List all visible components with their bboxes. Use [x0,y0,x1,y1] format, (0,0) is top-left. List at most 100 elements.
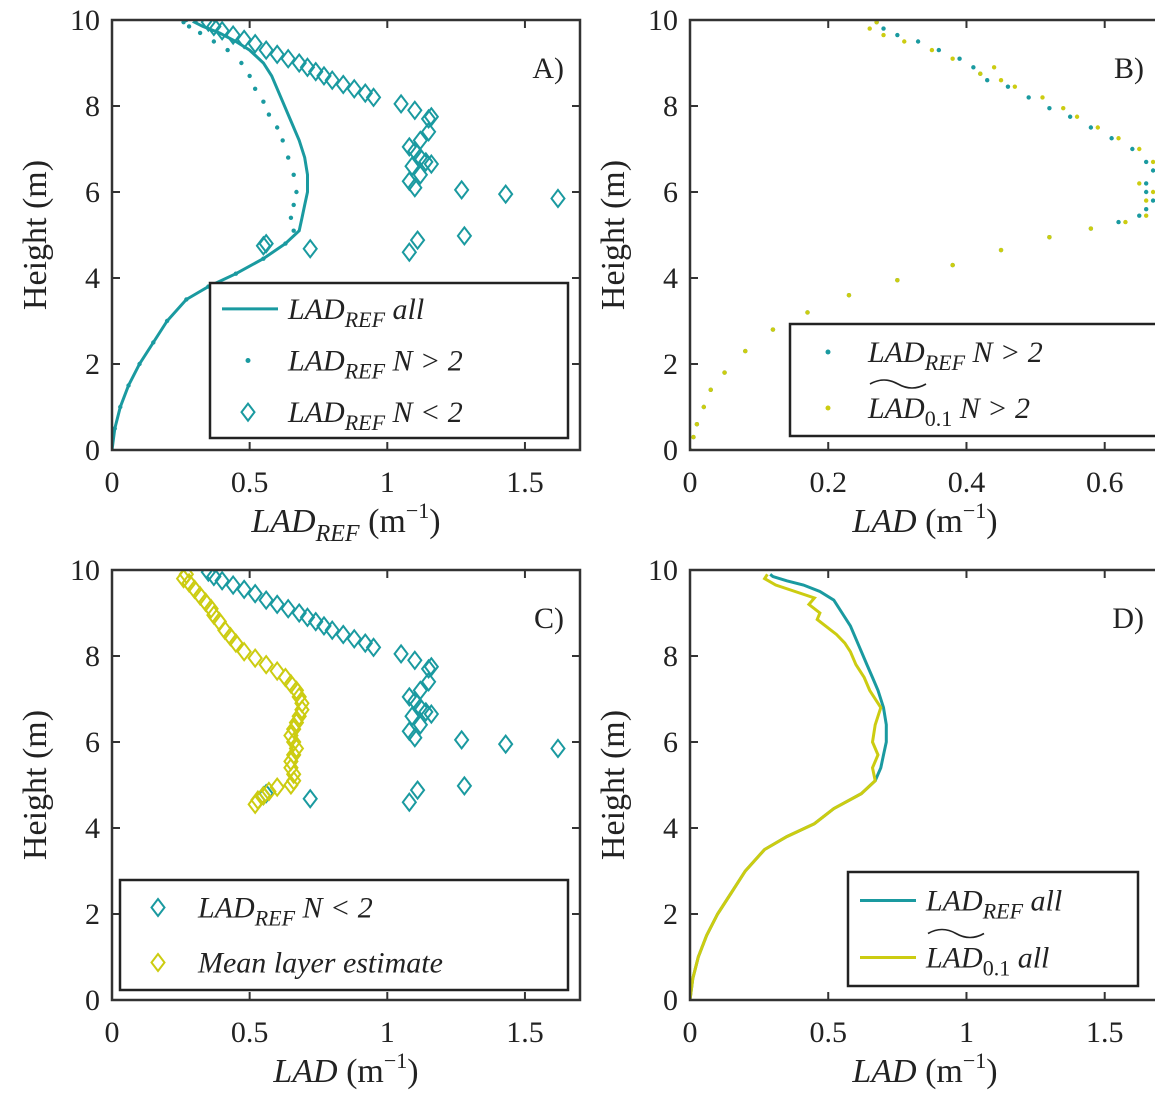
series-2-point [335,74,352,95]
series-2-point [225,24,241,46]
series-1-point [291,706,307,727]
x-tick-label: 1 [959,1016,974,1049]
series-2-point [255,235,272,256]
series-2-point [357,82,374,104]
y-tick-label: 6 [85,176,100,209]
series-1-point [225,47,230,53]
series-2-point [258,39,274,61]
series-0-point [1026,95,1031,100]
series-1-point [288,680,305,701]
series-2-point [404,156,420,177]
series-0-point [236,579,252,600]
y-tick-label: 4 [85,262,100,295]
series-0-point [324,620,340,641]
series-2-point [456,225,473,247]
series-2-point [214,20,230,41]
x-tick-label: 0.5 [809,1016,847,1049]
series-0-point [393,643,409,664]
series-0-point [1143,181,1149,186]
series-0-point [418,701,434,723]
legend: LADREF all LAD0.1 all [846,870,1140,988]
series-1-point [291,202,296,208]
y-tick-label: 10 [70,554,100,587]
series-1-point [280,138,285,143]
series-1-point [998,247,1004,253]
series-2-point [206,20,222,37]
series-0-point [550,738,566,759]
series-0-point [1150,168,1155,173]
x-tick-label: 0 [683,466,698,499]
series-2-point [269,44,285,65]
y-tick-label: 10 [648,4,678,37]
series-2-point [324,70,340,91]
series-1-point [1095,125,1100,130]
series-2-point [550,188,566,209]
series-0-point [915,39,921,44]
x-axis-label: LADREF (m−1) [250,498,440,547]
series-1-point [1137,181,1142,186]
series-0-point [971,65,976,70]
series-1-point [1061,105,1066,111]
series-1-point [151,340,156,345]
plot-frame [688,568,1155,1002]
series-1-point [770,327,776,332]
series-1-point [694,422,700,427]
y-tick-label: 8 [85,90,100,123]
series-1-point [1088,226,1094,231]
series-1-point [1047,234,1052,240]
series-1-point [247,794,263,815]
series-2-point [423,106,440,127]
series-1-point [164,318,170,324]
series-0-point [936,47,942,53]
series-1-point [895,277,900,283]
panel-label: C) [534,602,564,635]
legend-entry: LADREF N < 2 [287,396,463,435]
series-2-point [365,87,382,108]
legend: LADREF N > 2 LAD0.1 N > 2 [788,322,1155,438]
series-1-point [247,648,263,669]
series-1-point [258,654,274,675]
plot-frame [110,568,582,1002]
series-0-point [307,611,324,632]
y-tick-label: 10 [648,554,678,587]
series-0-point [456,775,473,797]
series-0-point [206,570,222,587]
y-tick-label: 0 [663,434,678,467]
series-0-point [365,637,382,658]
y-tick-label: 6 [85,726,100,759]
series-1-point [929,47,935,53]
legend-entry: LADREF N > 2 [867,336,1043,375]
series-2-point [291,52,307,74]
series-0-point [404,706,420,727]
series-1-point [269,777,285,798]
y-axis-label: Height (m) [595,160,632,310]
plot-frame [688,18,1155,452]
series-0-point [200,570,217,583]
x-tick-label: 0 [683,1016,698,1049]
series-0-point [291,602,307,624]
series-1-point [233,271,239,276]
series-0-point [412,714,429,735]
panel-b: 0 2 4 6 8 10 0 0.2 0.4 0.6 B) LADREF N > 2 LAD0.1 N … [595,4,1155,540]
series-1-point [211,39,217,44]
series-0-point [1005,84,1011,89]
legend-entry: LADREF all [287,293,424,332]
y-tick-label: 0 [663,984,678,1017]
series-1-point [846,293,852,298]
y-tick-label: 4 [85,812,100,845]
series-1-point [228,632,244,654]
legend-box [118,878,570,992]
tilde-mark [869,379,927,389]
x-tick-label: 0.2 [809,466,847,499]
series-1-point [261,256,266,261]
tilde-mark [927,928,985,939]
y-axis-label: Height (m) [17,160,54,310]
legend-swatch [825,405,831,411]
series-0-point [423,656,440,677]
legend-box [846,870,1140,988]
series-1-point [236,641,252,662]
series-1-point [291,172,296,177]
legend-swatch [240,402,256,423]
x-tick-label: 0.5 [231,466,269,499]
